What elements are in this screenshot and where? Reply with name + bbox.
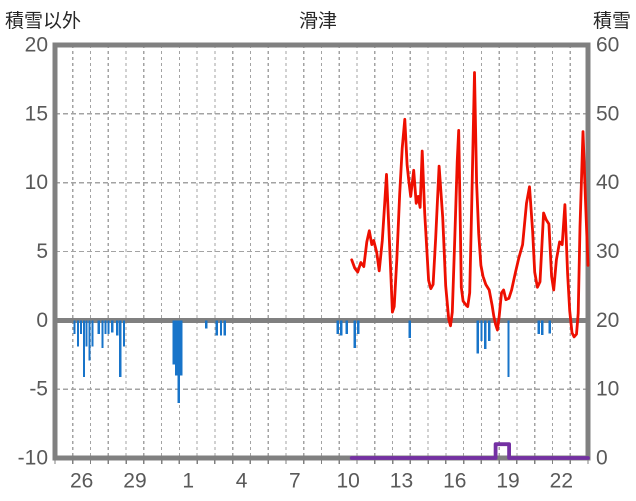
x-axis-tick-label: 13: [390, 470, 413, 493]
left-axis-tick-label: 10: [25, 171, 48, 194]
right-axis-tick-label: 50: [596, 102, 619, 125]
bar: [205, 320, 208, 329]
bar: [219, 320, 223, 336]
bar: [541, 320, 544, 335]
bar: [408, 320, 411, 339]
bar: [122, 320, 126, 347]
bar: [107, 320, 110, 335]
bar: [85, 320, 88, 347]
right-axis-title: 積雪: [592, 11, 631, 32]
bar: [111, 320, 114, 333]
right-axis-tick-label: 60: [596, 34, 619, 57]
bar: [223, 320, 227, 336]
x-axis-tick-label: 10: [336, 470, 359, 493]
bar: [340, 320, 343, 336]
right-axis-tick-label: 30: [596, 240, 619, 263]
bar: [101, 320, 104, 348]
bar: [488, 320, 491, 341]
bar: [345, 320, 348, 335]
x-axis-tick-label: 4: [236, 470, 248, 493]
right-axis-tick-label: 40: [596, 171, 619, 194]
bar: [79, 320, 83, 335]
x-axis-tick-label: 16: [443, 470, 466, 493]
left-axis-tick-label: 15: [25, 102, 48, 125]
temperature-line: [350, 71, 590, 339]
bar: [76, 320, 80, 347]
right-axis-tick-label: 20: [596, 309, 619, 332]
bar: [119, 320, 122, 377]
bar: [82, 320, 86, 377]
left-axis-title: 積雪以外: [5, 11, 82, 32]
snow-depth-line: [349, 442, 590, 460]
bar: [180, 320, 183, 376]
bar: [116, 320, 119, 336]
left-axis-tick-label: 20: [25, 34, 48, 57]
bar: [480, 320, 483, 341]
left-axis-tick-label: -5: [29, 378, 48, 401]
bar: [507, 320, 510, 377]
bar: [537, 320, 540, 335]
bar: [91, 320, 94, 347]
bar: [336, 320, 340, 335]
right-axis-tick-label: 0: [596, 447, 608, 470]
bar: [104, 320, 107, 335]
bar: [73, 320, 76, 335]
x-axis-tick-label: 1: [182, 470, 194, 493]
x-axis-tick-label: 7: [289, 470, 301, 493]
left-axis-tick-label: 0: [36, 309, 48, 332]
bar: [215, 320, 219, 336]
chart-title: 滑津: [298, 11, 337, 32]
bar: [353, 320, 356, 348]
left-axis-tick-label: -10: [18, 447, 48, 470]
bar: [88, 320, 91, 361]
bar: [175, 320, 178, 376]
bar: [97, 320, 101, 335]
x-axis-tick-label: 26: [70, 470, 93, 493]
x-axis-tick-label: 22: [550, 470, 573, 493]
bar: [483, 320, 487, 350]
x-axis-tick-label: 19: [496, 470, 519, 493]
left-axis-tick-label: 5: [36, 240, 48, 263]
bar: [177, 320, 180, 403]
bar: [548, 320, 551, 334]
x-axis-tick-label: 29: [123, 470, 146, 493]
bar: [172, 320, 176, 365]
right-axis-tick-label: 10: [596, 378, 619, 401]
bar: [476, 320, 479, 354]
bar: [357, 320, 360, 335]
